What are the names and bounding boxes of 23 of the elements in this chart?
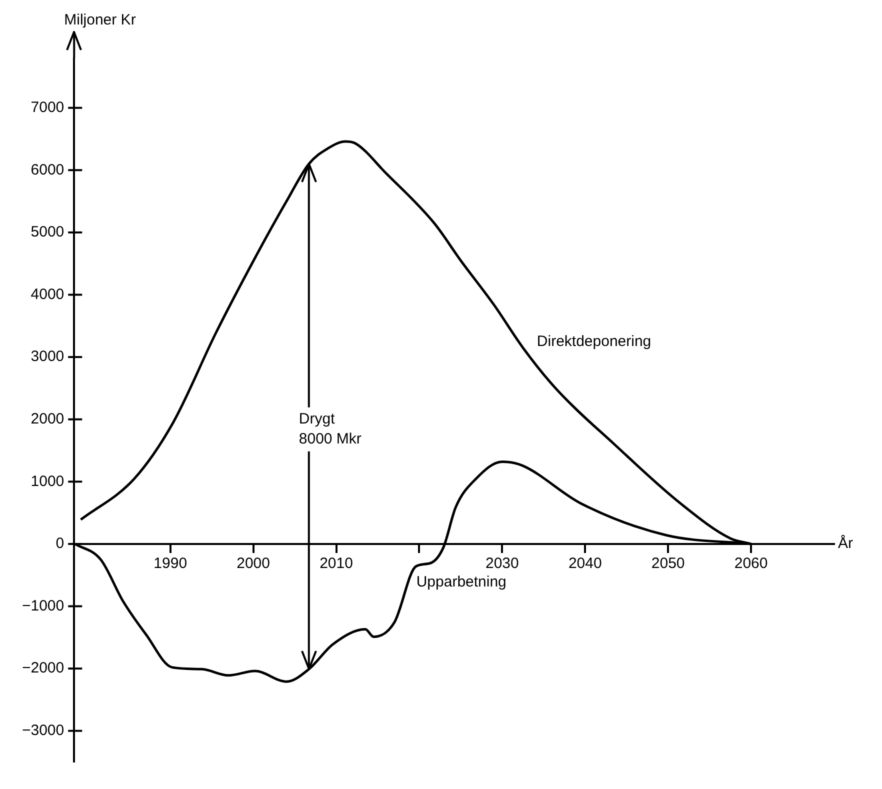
y-tick-label: −2000	[22, 660, 64, 677]
y-tick-label: 6000	[30, 161, 64, 178]
y-tick-label: 5000	[30, 224, 64, 241]
x-tick-label: 2050	[651, 555, 685, 572]
ref-line-label: Drygt 8000 Mkr	[298, 410, 362, 448]
series-label: Upparbetning	[416, 574, 506, 591]
x-tick-label: 2060	[734, 555, 768, 572]
x-tick-label: 2030	[485, 555, 519, 572]
y-tick-label: −3000	[22, 722, 64, 739]
y-tick-label: 1000	[30, 472, 64, 490]
y-tick-label: 3000	[30, 348, 64, 366]
y-tick-label: 7000	[30, 98, 64, 116]
y-axis-title: Miljoner Kr	[64, 12, 136, 29]
y-tick-label: 0	[56, 535, 64, 552]
y-tick-label: 2000	[30, 410, 64, 428]
x-axis-title: År	[838, 534, 854, 552]
y-tick-label: 4000	[30, 286, 64, 303]
series-label: Direktdeponering	[536, 332, 652, 350]
x-tick-label: 2040	[568, 555, 602, 572]
x-tick-label: 2000	[236, 555, 270, 572]
y-tick-label: −1000	[22, 597, 64, 614]
x-tick-label: 1990	[154, 555, 188, 572]
x-tick-label: 2010	[320, 555, 353, 572]
